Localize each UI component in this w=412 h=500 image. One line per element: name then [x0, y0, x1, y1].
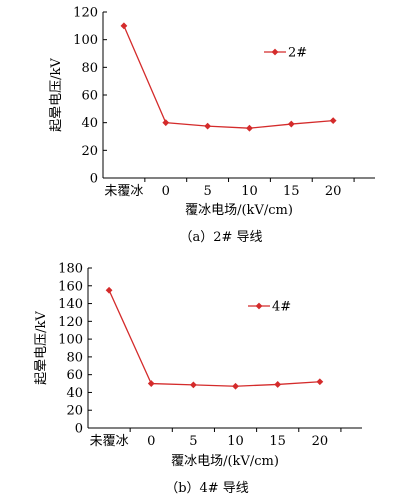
- x-axis-title: 覆冰电场/(kV/cm): [185, 203, 293, 218]
- legend-marker: [271, 48, 279, 56]
- y-tick-label: 120: [73, 6, 98, 21]
- y-tick-label: 160: [58, 279, 83, 294]
- x-tick-label: 20: [325, 184, 342, 199]
- x-tick-label: 10: [241, 184, 258, 199]
- y-axis-title: 起晕电压/kV: [49, 58, 64, 132]
- data-point: [246, 124, 253, 132]
- y-axis-title: 起晕电压/kV: [34, 311, 49, 385]
- y-tick-label: 40: [66, 386, 83, 401]
- y-tick-label: 0: [90, 172, 98, 187]
- y-tick-label: 80: [66, 350, 83, 365]
- figure-caption: （a）2# 导线: [179, 230, 262, 245]
- y-tick-label: 100: [73, 33, 98, 48]
- legend-label: 2#: [288, 46, 307, 61]
- y-tick-label: 60: [66, 368, 83, 383]
- y-tick-label: 40: [81, 116, 98, 131]
- y-tick-label: 0: [75, 422, 83, 437]
- series-line: [108, 289, 320, 387]
- y-tick-label: 80: [81, 61, 98, 76]
- x-tick-label: 10: [227, 434, 244, 449]
- figure-caption: （b）4# 导线: [165, 481, 249, 496]
- x-tick-label: 未覆冰: [104, 184, 143, 199]
- x-tick-label: 15: [283, 184, 300, 199]
- chart-panel-a: 0 20 40 60 80 100 120 未覆冰 0 5 10 15 20 起晕电压/kV 覆冰电场/(k…: [49, 6, 375, 245]
- data-point: [105, 286, 113, 294]
- series-line: [123, 25, 334, 129]
- y-tick-label: 180: [58, 262, 83, 277]
- x-axis-title: 覆冰电场/(kV/cm): [171, 454, 279, 469]
- x-tick-label: 15: [269, 434, 286, 449]
- legend-marker: [255, 302, 263, 310]
- data-point: [120, 22, 128, 30]
- y-tick-label: 20: [81, 144, 98, 159]
- x-tick-label: 未覆冰: [90, 434, 129, 449]
- x-tick-label: 0: [147, 434, 155, 449]
- data-point: [162, 119, 170, 127]
- y-tick-label: 100: [58, 333, 83, 348]
- data-point: [204, 122, 212, 130]
- legend-label: 4#: [272, 300, 291, 315]
- data-point: [287, 120, 295, 128]
- data-point: [147, 380, 155, 387]
- data-point: [189, 381, 197, 389]
- y-tick-label: 140: [58, 297, 83, 312]
- x-tick-label: 5: [203, 184, 211, 199]
- y-tick-label: 20: [66, 404, 83, 419]
- x-tick-label: 0: [162, 184, 170, 199]
- y-tick-label: 120: [58, 315, 83, 330]
- x-tick-label: 20: [312, 434, 329, 449]
- data-point: [274, 381, 282, 388]
- data-point: [329, 117, 337, 124]
- chart-panel-b: 0 20 40 60 80 100 120 140 160 180 未覆冰 0 5 10 15 20 起晕电压/…: [34, 262, 362, 496]
- x-tick-label: 5: [189, 434, 197, 449]
- data-point: [232, 382, 239, 390]
- y-tick-label: 60: [81, 89, 98, 104]
- data-point: [316, 378, 324, 386]
